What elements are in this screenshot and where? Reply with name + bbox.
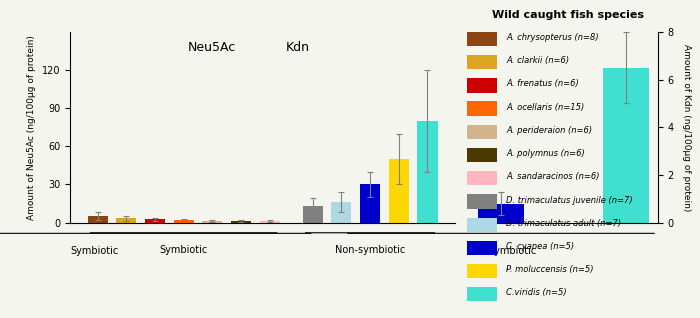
- FancyBboxPatch shape: [468, 287, 497, 301]
- Text: Symbiotic: Symbiotic: [160, 245, 208, 255]
- Bar: [231, 221, 251, 223]
- Y-axis label: Amount of Kdn (ng/100μg of protein): Amount of Kdn (ng/100μg of protein): [682, 44, 691, 211]
- Text: Wild caught fish species: Wild caught fish species: [491, 10, 644, 19]
- FancyBboxPatch shape: [468, 148, 497, 162]
- Bar: [116, 218, 136, 223]
- Bar: [260, 221, 280, 223]
- Bar: [331, 202, 351, 223]
- Bar: [360, 184, 380, 223]
- FancyBboxPatch shape: [468, 264, 497, 278]
- Bar: [302, 206, 323, 223]
- Text: A. clarkii (n=6): A. clarkii (n=6): [507, 56, 570, 65]
- FancyBboxPatch shape: [468, 55, 497, 69]
- Bar: [88, 216, 108, 223]
- Text: D. trimaculatus juvenile (n=7): D. trimaculatus juvenile (n=7): [507, 196, 633, 204]
- Text: Non-symbiotic: Non-symbiotic: [466, 246, 536, 256]
- Bar: [389, 159, 409, 223]
- Bar: [202, 221, 223, 223]
- Text: Symbiotic: Symbiotic: [71, 246, 119, 256]
- FancyBboxPatch shape: [468, 125, 497, 139]
- Bar: [477, 204, 524, 223]
- FancyBboxPatch shape: [468, 218, 497, 232]
- Text: A. perideraion (n=6): A. perideraion (n=6): [507, 126, 593, 135]
- Text: Neu5Ac: Neu5Ac: [188, 41, 237, 54]
- Bar: [174, 220, 194, 223]
- Text: A. sandaracinos (n=6): A. sandaracinos (n=6): [507, 172, 600, 181]
- Text: Non-symbiotic: Non-symbiotic: [335, 245, 405, 255]
- Text: C. cyanea (n=5): C. cyanea (n=5): [507, 242, 575, 251]
- Text: A. ocellaris (n=15): A. ocellaris (n=15): [507, 103, 584, 112]
- Text: A. frenatus (n=6): A. frenatus (n=6): [507, 80, 579, 88]
- Text: A. polymnus (n=6): A. polymnus (n=6): [507, 149, 585, 158]
- Bar: [603, 67, 650, 223]
- FancyBboxPatch shape: [468, 32, 497, 46]
- FancyBboxPatch shape: [468, 78, 497, 93]
- FancyBboxPatch shape: [468, 194, 497, 209]
- FancyBboxPatch shape: [468, 101, 497, 116]
- Text: C.viridis (n=5): C.viridis (n=5): [507, 288, 567, 297]
- Bar: [145, 219, 165, 223]
- Text: A. chrysopterus (n=8): A. chrysopterus (n=8): [507, 33, 599, 42]
- FancyBboxPatch shape: [468, 171, 497, 185]
- Y-axis label: Amount of Neu5Ac (ng/100μg of protein): Amount of Neu5Ac (ng/100μg of protein): [27, 35, 36, 220]
- Bar: [417, 121, 438, 223]
- Text: P. moluccensis (n=5): P. moluccensis (n=5): [507, 265, 594, 274]
- Text: D. trimaculatus adult (n=7): D. trimaculatus adult (n=7): [507, 219, 622, 228]
- Text: Kdn: Kdn: [286, 41, 310, 54]
- FancyBboxPatch shape: [468, 241, 497, 255]
